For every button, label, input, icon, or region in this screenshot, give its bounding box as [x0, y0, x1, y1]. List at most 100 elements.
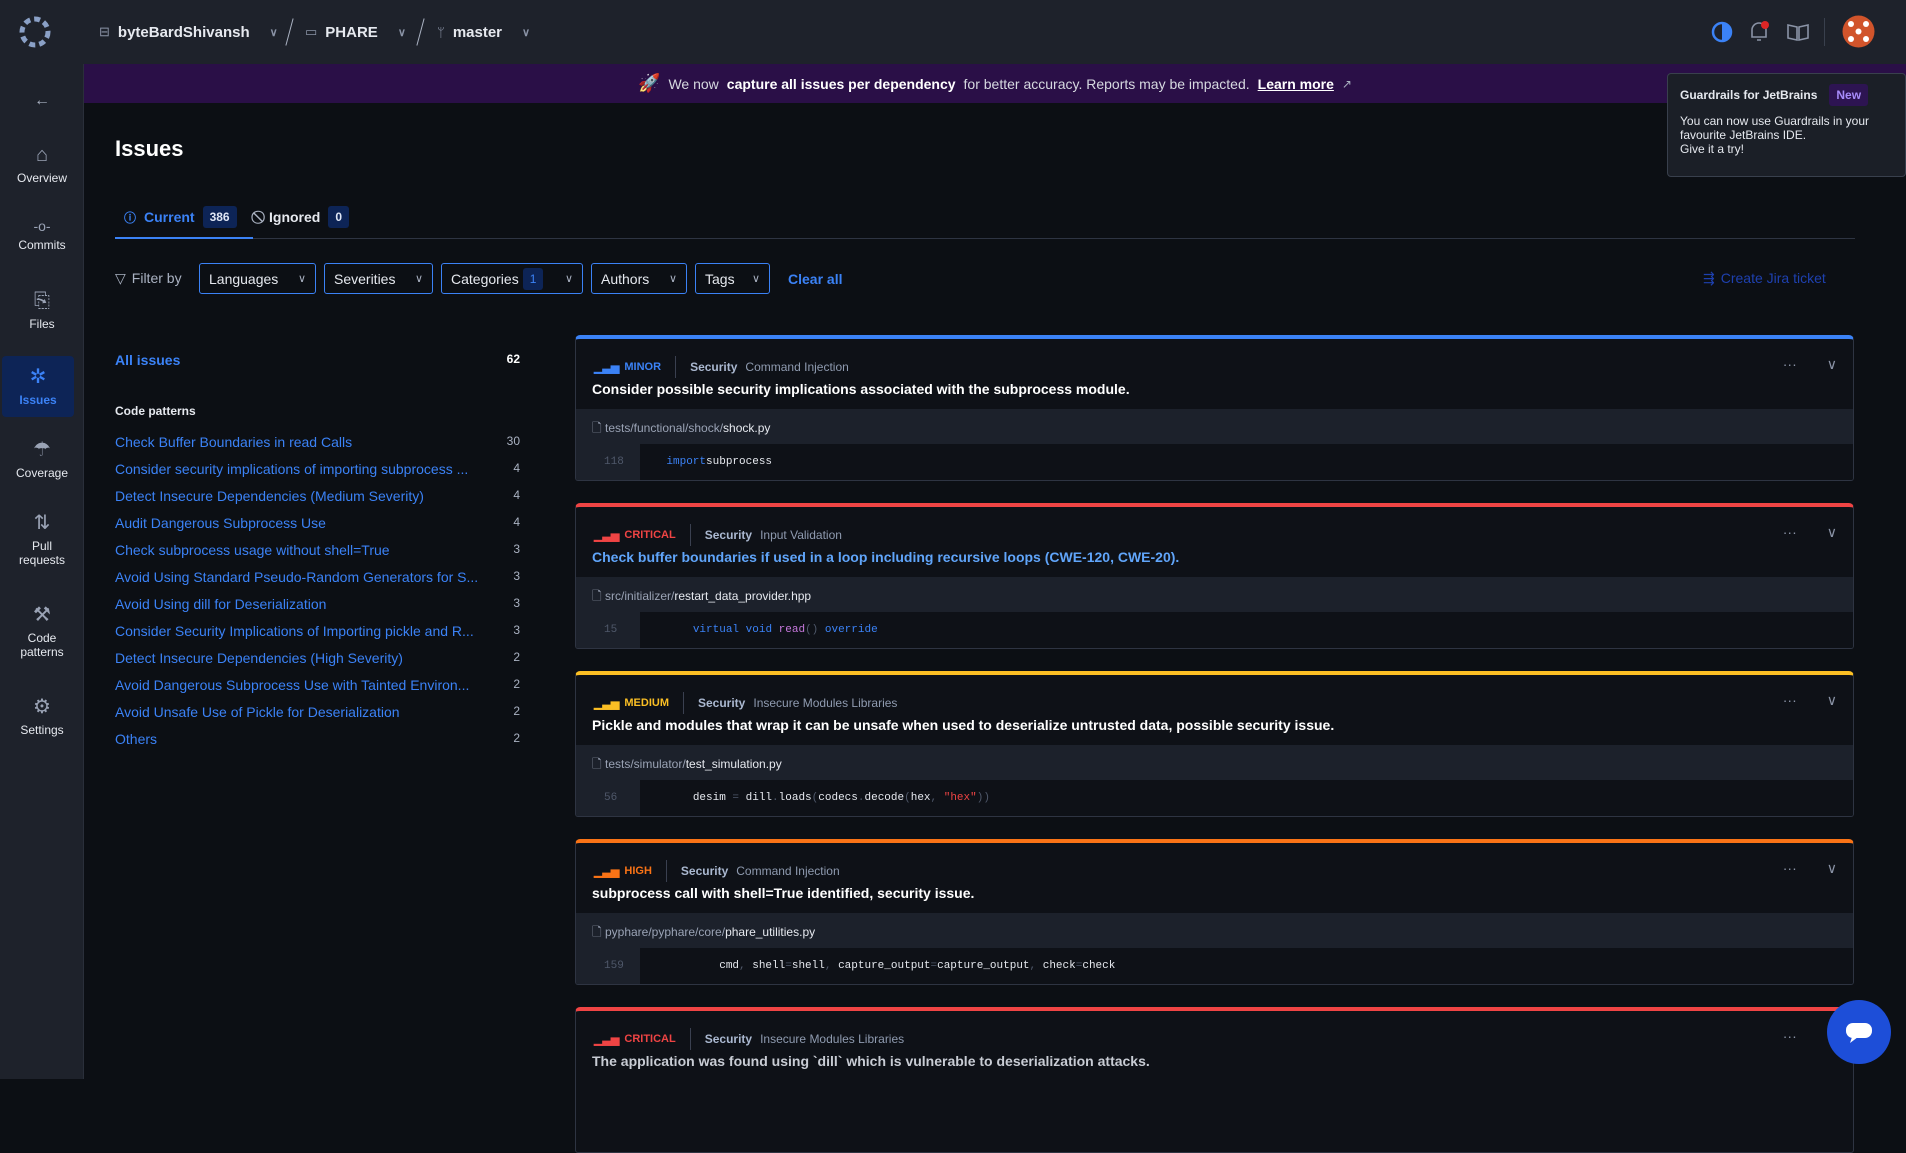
chevron-down-icon[interactable]: ∨ [1826, 692, 1837, 708]
code-token: virtual [692, 624, 740, 636]
code-token: = [785, 960, 792, 972]
code-token: . [772, 792, 779, 804]
pattern-count: 4 [513, 515, 520, 529]
gear-icon: ⚙ [33, 696, 51, 718]
code-pattern-item[interactable]: Avoid Using Standard Pseudo-Random Gener… [115, 569, 520, 589]
tags-filter[interactable]: Tags ∨ [695, 263, 770, 294]
pattern-label: Audit Dangerous Subprocess Use [115, 515, 326, 531]
code-pattern-item[interactable]: Audit Dangerous Subprocess Use 4 [115, 515, 520, 535]
code-pattern-item[interactable]: Detect Insecure Dependencies (High Sever… [115, 650, 520, 670]
issue-title[interactable]: subprocess call with shell=True identifi… [592, 885, 975, 901]
file-icon: 🗋 [592, 757, 605, 771]
code-pattern-item[interactable]: Check Buffer Boundaries in read Calls 30 [115, 434, 520, 454]
issue-category: Security [704, 1032, 753, 1046]
pattern-count: 3 [513, 623, 520, 637]
sidebar-item-commits[interactable]: -o- Commits [0, 218, 84, 252]
file-path[interactable]: 🗋 src/initializer/restart_data_provider.… [576, 577, 1853, 612]
more-options-icon[interactable]: ··· [1782, 524, 1797, 540]
collapse-sidebar-button[interactable]: ← [0, 92, 84, 110]
line-number: 118 [604, 456, 624, 468]
theme-toggle-icon[interactable] [1711, 21, 1733, 43]
home-icon: ⌂ [35, 144, 49, 166]
languages-filter[interactable]: Languages ∨ [199, 263, 316, 294]
sidebar-item-files[interactable]: ⎘ Files [0, 290, 84, 331]
code-token [818, 624, 825, 636]
clear-all-button[interactable]: Clear all [788, 271, 843, 287]
learn-more-link[interactable]: Learn more [1257, 75, 1334, 92]
org-selector[interactable]: ⊟ byteBardShivansh ∨ [99, 23, 278, 41]
chevron-down-icon: ∨ [751, 273, 760, 285]
issue-card[interactable]: ▁▃▅ HIGH Security Command Injection ··· ∨ su… [575, 839, 1854, 985]
more-options-icon[interactable]: ··· [1782, 692, 1797, 708]
code-pattern-item[interactable]: Consider security implications of import… [115, 461, 520, 481]
issue-title[interactable]: Check buffer boundaries if used in a loo… [592, 549, 1180, 565]
sidebar-item-code-patterns[interactable]: ⚒ Code patterns [0, 602, 84, 659]
files-icon: ⎘ [34, 290, 50, 312]
pull-request-icon: ⇅ [33, 512, 51, 534]
issue-title[interactable]: Pickle and modules that wrap it can be u… [592, 717, 1335, 733]
divider [1824, 18, 1825, 46]
bell-icon[interactable] [1748, 20, 1770, 44]
issue-subcategory: Command Injection [745, 360, 849, 374]
pattern-label: Detect Insecure Dependencies (Medium Sev… [115, 488, 424, 504]
sidebar-item-issues[interactable]: ✲ Issues [2, 356, 74, 417]
pattern-label: Consider Security Implications of Import… [115, 623, 474, 639]
severity-badge: ▁▃▅ CRITICAL [594, 524, 691, 546]
pattern-count: 4 [513, 461, 520, 475]
logo-icon[interactable] [18, 15, 52, 49]
chevron-down-icon: ∨ [414, 273, 423, 285]
avatar[interactable] [1842, 15, 1875, 48]
more-options-icon[interactable]: ··· [1782, 356, 1797, 372]
pattern-label: Avoid Unsafe Use of Pickle for Deseriali… [115, 704, 400, 720]
new-badge: New [1829, 84, 1869, 106]
severities-filter[interactable]: Severities ∨ [324, 263, 433, 294]
file-path[interactable]: 🗋 tests/functional/shock/shock.py [576, 409, 1853, 444]
severity-badge: ▁▃▅ MINOR [594, 356, 677, 378]
code-token: dill [739, 792, 773, 804]
issue-card[interactable]: ▁▃▅ CRITICAL Security Insecure Modules Libr… [575, 1007, 1854, 1153]
all-issues-item[interactable]: All issues 62 [115, 352, 520, 368]
tab-current[interactable]: ⓘ Current 386 [124, 206, 237, 228]
issue-card[interactable]: ▁▃▅ CRITICAL Security Input Validation ··· ∨… [575, 503, 1854, 649]
sidebar-item-coverage[interactable]: ☂ Coverage [0, 437, 84, 480]
issue-subcategory: Command Injection [736, 864, 840, 878]
chevron-down-icon[interactable]: ∨ [1826, 860, 1837, 876]
authors-filter[interactable]: Authors ∨ [591, 263, 687, 294]
repo-selector[interactable]: ▭ PHARE ∨ [305, 23, 406, 41]
issue-card[interactable]: ▁▃▅ MINOR Security Command Injection ··· ∨ C… [575, 335, 1854, 481]
code-line: cmd, shell=shell, capture_output=capture… [640, 948, 1853, 984]
issue-card[interactable]: ▁▃▅ MEDIUM Security Insecure Modules Librar… [575, 671, 1854, 817]
sidebar-item-overview[interactable]: ⌂ Overview [0, 144, 84, 185]
create-jira-ticket-button[interactable]: ⇶ Create Jira ticket [1703, 270, 1826, 286]
code-pattern-item[interactable]: Avoid Dangerous Subprocess Use with Tain… [115, 677, 520, 697]
file-path[interactable]: 🗋 pyphare/pyphare/core/phare_utilities.p… [576, 913, 1853, 948]
code-token: , [739, 960, 753, 972]
issue-title[interactable]: Consider possible security implications … [592, 381, 1130, 397]
chevron-down-icon: ∨ [668, 273, 677, 285]
book-icon[interactable] [1786, 22, 1810, 42]
chevron-down-icon[interactable]: ∨ [1826, 356, 1837, 372]
severity-badge: ▁▃▅ MEDIUM [594, 692, 684, 714]
code-pattern-item[interactable]: Avoid Unsafe Use of Pickle for Deseriali… [115, 704, 520, 724]
chat-button[interactable] [1827, 1000, 1891, 1064]
more-options-icon[interactable]: ··· [1782, 860, 1797, 876]
code-pattern-item[interactable]: Avoid Using dill for Deserialization 3 [115, 596, 520, 616]
chevron-down-icon[interactable]: ∨ [1826, 524, 1837, 540]
pattern-count: 3 [513, 542, 520, 556]
issue-header: ▁▃▅ HIGH Security Command Injection [594, 860, 840, 882]
issue-title[interactable]: The application was found using `dill` w… [592, 1053, 1150, 1069]
code-pattern-item[interactable]: Check subprocess usage without shell=Tru… [115, 542, 520, 562]
sidebar-item-settings[interactable]: ⚙ Settings [0, 694, 84, 737]
more-options-icon[interactable]: ··· [1782, 1028, 1797, 1044]
file-path[interactable]: 🗋 tests/simulator/test_simulation.py [576, 745, 1853, 780]
sidebar-item-pull-requests[interactable]: ⇅ Pull requests [0, 510, 84, 567]
code-pattern-item[interactable]: Others 2 [115, 731, 520, 751]
code-pattern-item[interactable]: Detect Insecure Dependencies (Medium Sev… [115, 488, 520, 508]
code-token: () [805, 624, 819, 636]
branch-selector[interactable]: ᛘ master ∨ [437, 23, 531, 41]
code-token: shell [791, 960, 825, 972]
chevron-down-icon: ∨ [297, 273, 306, 285]
categories-filter[interactable]: Categories 1 ∨ [441, 263, 583, 294]
code-pattern-item[interactable]: Consider Security Implications of Import… [115, 623, 520, 643]
